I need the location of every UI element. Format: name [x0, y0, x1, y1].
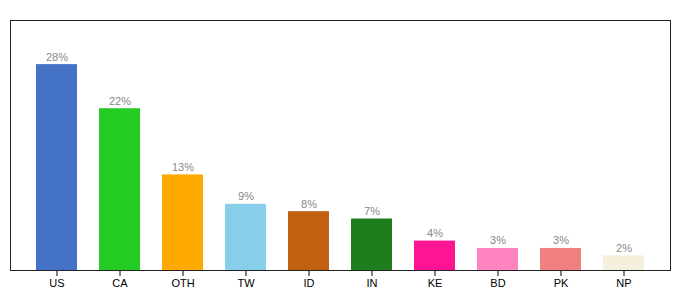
svg-text:IN: IN — [367, 277, 378, 289]
svg-text:3%: 3% — [553, 234, 569, 246]
svg-text:BD: BD — [490, 277, 505, 289]
svg-text:CA: CA — [112, 277, 128, 289]
svg-text:2%: 2% — [616, 242, 632, 254]
svg-text:US: US — [49, 277, 64, 289]
svg-text:4%: 4% — [427, 227, 443, 239]
svg-text:28%: 28% — [46, 51, 68, 63]
svg-text:TW: TW — [237, 277, 255, 289]
svg-text:PK: PK — [554, 277, 569, 289]
svg-text:8%: 8% — [301, 198, 317, 210]
svg-text:13%: 13% — [172, 161, 194, 173]
svg-text:7%: 7% — [364, 205, 380, 217]
svg-text:KE: KE — [428, 277, 443, 289]
svg-text:NP: NP — [616, 277, 631, 289]
svg-text:22%: 22% — [109, 95, 131, 107]
svg-text:9%: 9% — [238, 190, 254, 202]
svg-text:3%: 3% — [490, 234, 506, 246]
svg-text:OTH: OTH — [171, 277, 194, 289]
svg-text:ID: ID — [304, 277, 315, 289]
